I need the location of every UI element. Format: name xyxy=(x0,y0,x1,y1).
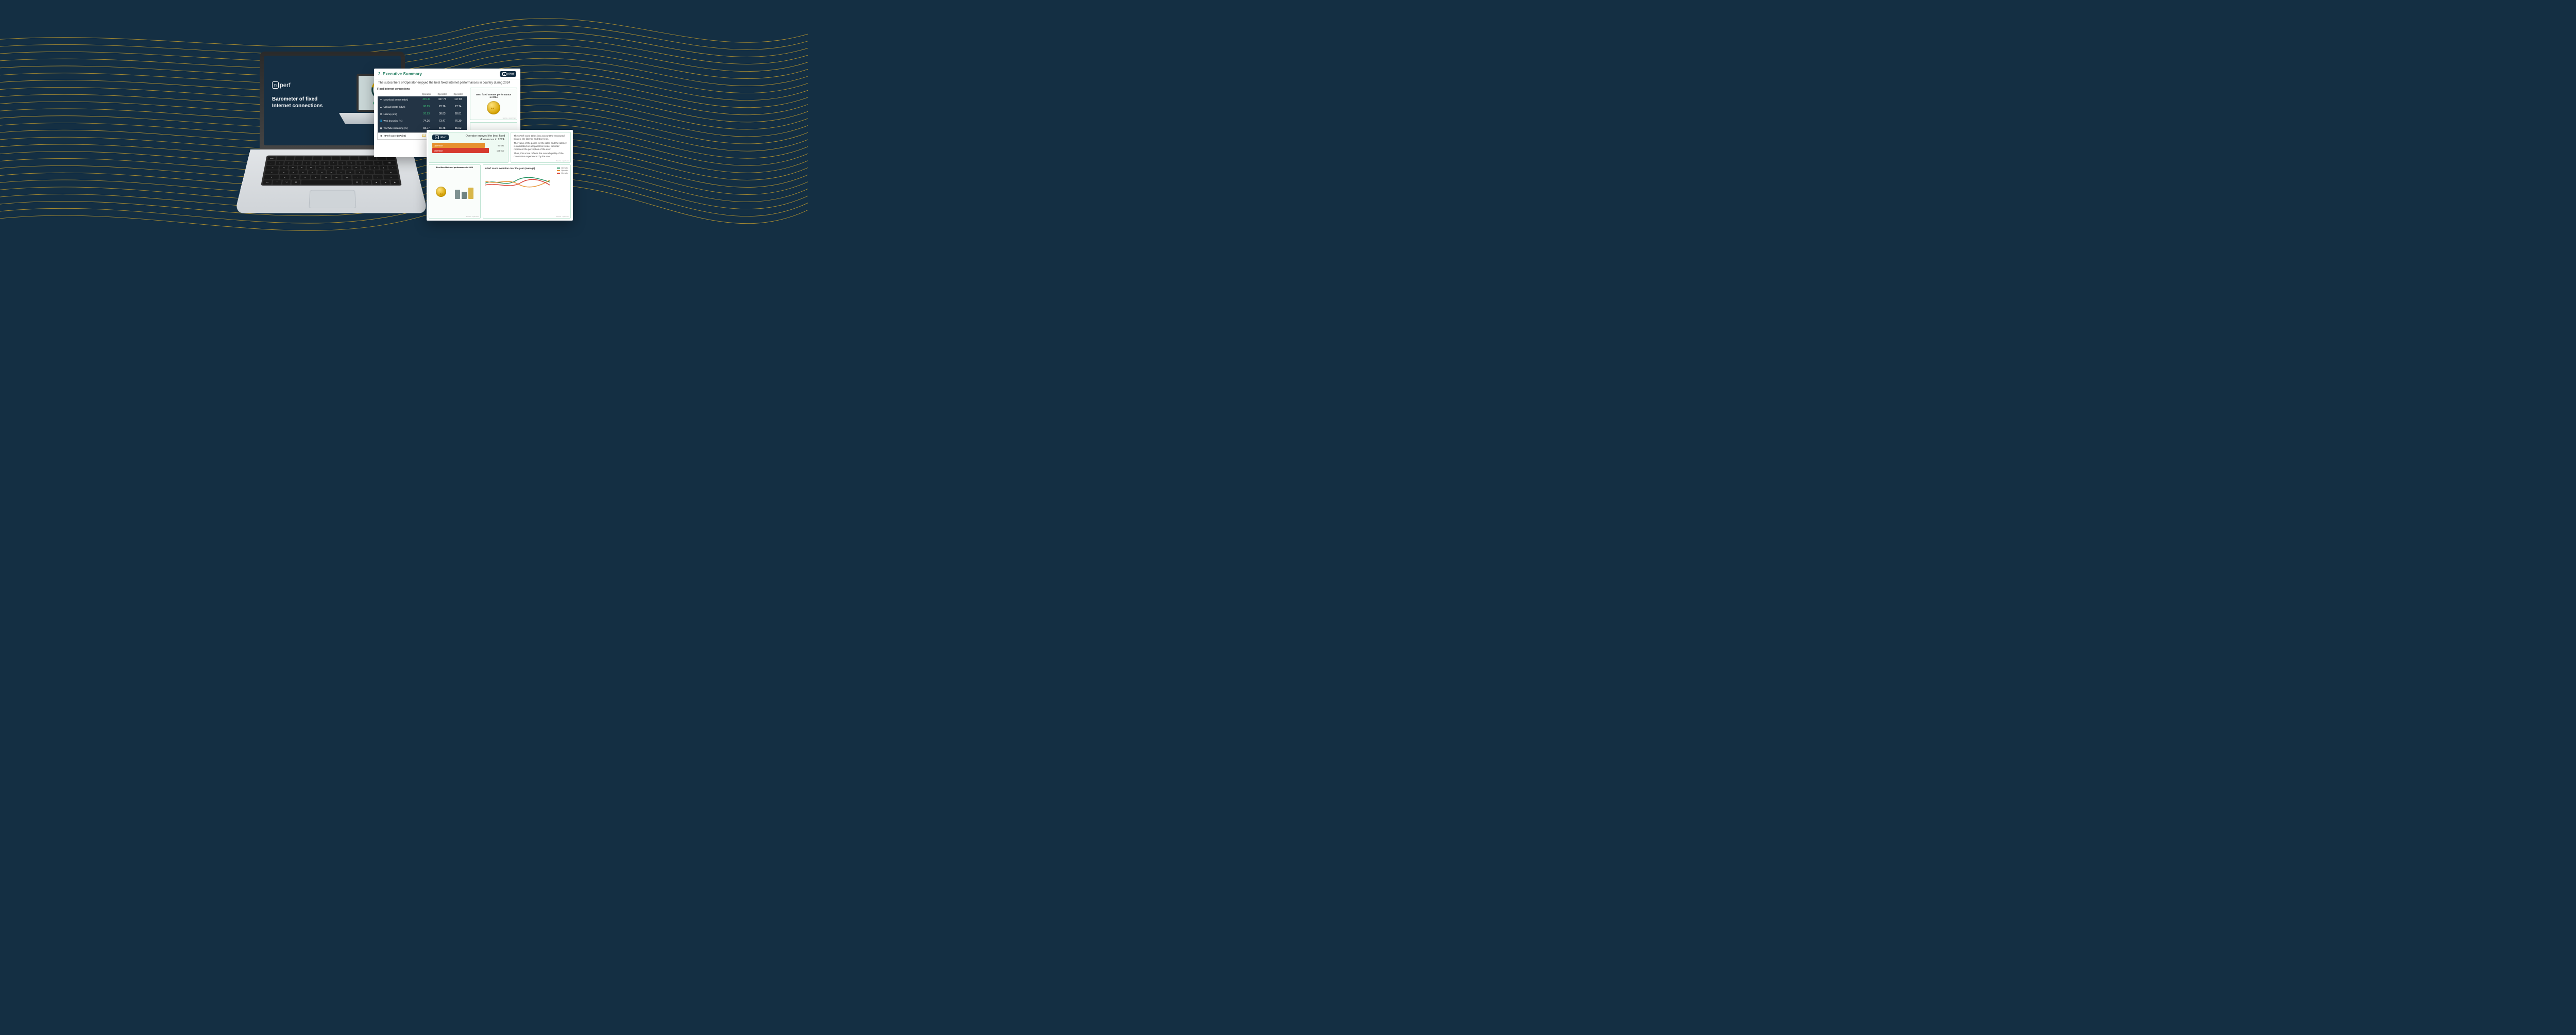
nperf-badge: nnPerf xyxy=(432,135,449,140)
award-panel: Best fixed Internet performance in 2024 … xyxy=(470,88,517,120)
medal-icon xyxy=(436,187,446,197)
hbar-panel: nnPerf Operator enjoyed the best fixed r… xyxy=(429,132,509,163)
nperf-badge: nnPerf xyxy=(500,71,516,77)
table-row: 🌐Web browsing (%)74.2673.4776.30 xyxy=(378,118,467,124)
medal-icon xyxy=(487,101,500,114)
table-row: ▲Upload bitrate (Mb/s)86.6922.7627.74 xyxy=(378,104,467,110)
evolution-panel: nPerf score evolution over the year (ave… xyxy=(483,164,571,219)
hbar-row: Operator96 691 xyxy=(432,143,505,148)
metrics-title: Fixed Internet connections xyxy=(377,88,467,91)
table-row: ▼Download bitrate (Mb/s)391.41107.74117.… xyxy=(378,96,467,103)
subtitle: The subscribers of Operator enjoyed the … xyxy=(374,79,520,88)
logo-text: perf xyxy=(280,81,291,89)
mini-award-panel: Best fixed Internet performance in 2024 … xyxy=(429,164,481,219)
section-title: 2. Executive Summary xyxy=(378,72,422,76)
laptop-base: esc~1234567890-=⌫⇥QWERTYUIOP[]\⇪ASDFGHJK… xyxy=(234,149,428,213)
screen-title: Barometer of fixed Internet connections xyxy=(272,96,323,109)
table-row: ⏱Latency (ms)26.9338.8328.81 xyxy=(378,111,467,117)
score-detail-card: nnPerf Operator enjoyed the best fixed r… xyxy=(427,130,573,221)
description-panel: The nPerf score takes into account the m… xyxy=(511,132,571,163)
hbar-row: Operator104 010 xyxy=(432,148,505,153)
nperf-logo: nperf xyxy=(272,81,323,89)
